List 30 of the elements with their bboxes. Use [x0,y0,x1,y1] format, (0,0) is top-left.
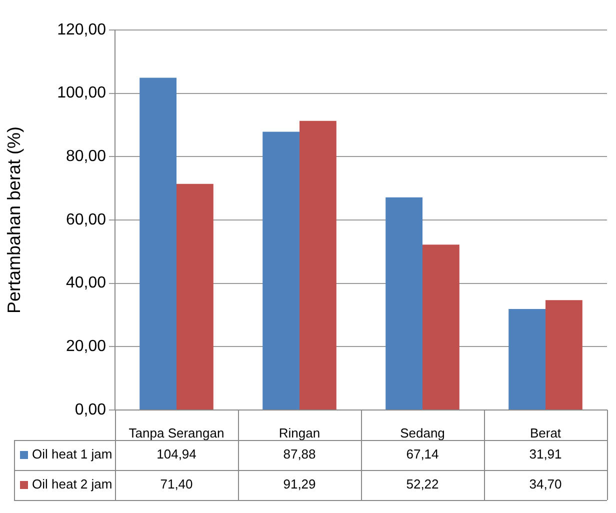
x-tick-label: Ringan [278,425,320,440]
data-label: 91,29 [283,476,316,492]
data-label: 67,14 [406,446,439,462]
bar [140,78,176,410]
data-label: 87,88 [283,446,316,462]
x-tick-label: Tanpa Serangan [128,425,224,440]
y-tick-label: 20,00 [66,338,106,356]
data-label: 31,91 [529,446,562,462]
bar [386,197,422,410]
data-label: 34,70 [529,476,562,492]
y-tick-label: 60,00 [66,211,106,228]
bar [546,300,582,410]
x-tick-label: Berat [530,425,562,440]
data-label: 71,40 [160,476,193,492]
bar [176,184,214,410]
y-tick-label: 40,00 [66,274,106,292]
y-axis-title: Pertambahan berat (%) [4,126,24,314]
legend-label: Oil heat 1 jam [32,446,112,462]
bar [422,244,460,410]
bar [508,308,546,410]
y-tick-label: 120,00 [57,21,106,38]
bar [300,120,336,410]
data-label: 104,94 [156,446,196,462]
legend-label: Oil heat 2 jam [32,476,112,492]
y-tick-label: 100,00 [57,84,106,102]
bar [262,132,300,410]
y-tick-label: 80,00 [66,148,106,166]
data-label: 52,22 [406,476,439,492]
x-tick-label: Sedang [400,425,445,440]
y-tick-label: 0,00 [74,401,106,418]
